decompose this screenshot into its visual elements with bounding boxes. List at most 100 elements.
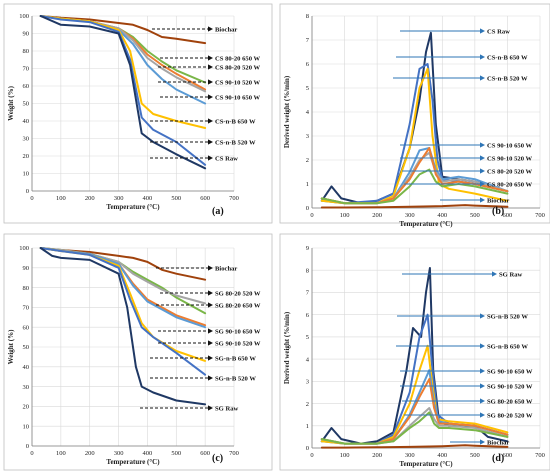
x-tick-label: 700	[229, 195, 239, 202]
callout-arrowhead	[208, 328, 213, 334]
series-line-biochar	[320, 204, 509, 209]
callout-arrowhead	[480, 181, 485, 187]
series-label-biochar: Biochar	[215, 265, 237, 272]
y-tick-label: 70	[23, 305, 30, 312]
chart-panel-1: 0 10 20 30 40 50 60 70 80 90 100 0 100 200 300 400 500 60…	[3, 3, 273, 224]
callout-arrowhead	[208, 290, 213, 296]
series-line-sg-80-20-520-w	[320, 411, 509, 445]
series-line-biochar	[320, 444, 509, 449]
callout-arrowhead	[480, 142, 485, 148]
callout-arrowhead	[208, 405, 213, 411]
callout-arrowhead	[208, 94, 213, 100]
series-line-cs-n-b-520-w	[39, 15, 207, 166]
x-tick-label: 200	[85, 450, 95, 457]
y-tick-label: 0	[26, 188, 29, 195]
callout-arrowhead	[480, 168, 485, 174]
y-axis-title: Weight (%)	[7, 329, 15, 364]
callout-arrowhead	[208, 265, 213, 271]
chart-panel-2: 0 1 2 3 4 5 6 7 8 0 100 200 300 400 500 600 700 Temperatu…	[279, 3, 550, 228]
x-tick-label: 200	[372, 452, 382, 459]
series-label-cs-90-10-650-w: CS 90-10 650 W	[487, 142, 533, 149]
x-tick-label: 500	[470, 452, 480, 459]
x-tick-label: 400	[143, 450, 153, 457]
x-tick-label: 100	[56, 195, 66, 202]
x-tick-label: 700	[229, 450, 239, 457]
x-tick-label: 400	[437, 452, 447, 459]
y-tick-label: 5	[306, 334, 309, 341]
callout-arrowhead	[208, 118, 213, 124]
x-tick-label: 600	[503, 212, 513, 219]
y-axis-title: Weight (%)	[7, 85, 15, 120]
x-axis-title: Temperature (°C)	[106, 458, 160, 466]
callout-arrowhead	[480, 75, 485, 81]
x-tick-label: 200	[85, 195, 95, 202]
x-tick-label: 100	[340, 452, 350, 459]
x-tick-label: 700	[535, 452, 545, 459]
callout-arrowhead	[492, 271, 497, 277]
x-tick-label: 600	[200, 450, 210, 457]
y-tick-label: 50	[23, 344, 30, 351]
series-label-biochar: Biochar	[487, 439, 509, 446]
series-line-cs-raw	[39, 15, 207, 170]
callout-arrowhead	[480, 398, 485, 404]
y-tick-label: 2	[306, 157, 309, 164]
y-tick-label: 0	[306, 445, 309, 452]
x-axis-title: Temperature (°C)	[399, 220, 453, 228]
y-tick-label: 10	[23, 171, 30, 178]
callout-arrowhead	[208, 139, 213, 145]
series-label-cs-raw: CS Raw	[215, 155, 238, 162]
callout-arrowhead	[208, 302, 213, 308]
callout-arrowhead	[480, 368, 485, 374]
series-label-cs-90-10-520-w: CS 90-10 520 W	[215, 79, 261, 86]
x-tick-label: 300	[405, 212, 415, 219]
x-tick-label: 0	[30, 450, 33, 457]
y-tick-label: 2	[306, 401, 309, 408]
x-tick-label: 700	[535, 212, 545, 219]
y-tick-label: 90	[23, 31, 30, 38]
y-tick-label: 80	[23, 285, 30, 292]
callout-arrowhead	[480, 439, 485, 445]
series-label-cs-80-20-650-w: CS 80-20 650 W	[487, 181, 533, 188]
callout-arrowhead	[480, 197, 485, 203]
series-line-biochar	[39, 15, 207, 45]
panel-label: (b)	[492, 206, 504, 217]
series-label-cs-n-b-650-w: CS-n-B 650 W	[215, 118, 256, 125]
series-label-cs-80-20-520-w: CS 80-20 520 W	[215, 64, 261, 71]
series-label-sg-90-10-520-w: SG 90-10 520 W	[487, 383, 533, 390]
series-label-sg-n-b-520-w: SG-n-B 520 W	[487, 313, 528, 320]
x-tick-label: 400	[143, 195, 153, 202]
callout-arrowhead	[208, 355, 213, 361]
y-tick-label: 6	[306, 312, 310, 319]
y-tick-label: 40	[23, 364, 30, 371]
y-tick-label: 5	[306, 85, 309, 92]
y-tick-label: 50	[23, 101, 30, 108]
x-axis-title: Temperature (°C)	[399, 460, 453, 468]
y-tick-label: 80	[23, 48, 30, 55]
panel-frame	[279, 233, 550, 471]
y-tick-label: 30	[23, 136, 30, 143]
x-tick-label: 600	[200, 195, 210, 202]
y-tick-label: 0	[306, 205, 309, 212]
y-tick-label: 90	[23, 265, 30, 272]
callout-arrowhead	[480, 28, 485, 34]
x-tick-label: 0	[30, 195, 33, 202]
series-line-sg-raw	[39, 247, 207, 406]
y-tick-label: 9	[306, 245, 309, 252]
callout-arrowhead	[480, 54, 485, 60]
y-axis-title: Derived weight (%/min)	[283, 311, 291, 384]
panel-label: (a)	[212, 206, 224, 217]
y-tick-label: 4	[306, 109, 310, 116]
y-tick-label: 70	[23, 66, 30, 73]
y-tick-label: 60	[23, 83, 30, 90]
y-tick-label: 100	[19, 13, 29, 20]
y-tick-label: 4	[306, 356, 310, 363]
series-label-sg-90-10-650-w: SG 90-10 650 W	[487, 368, 533, 375]
series-label-sg-raw: SG Raw	[215, 405, 239, 412]
x-tick-label: 300	[405, 452, 415, 459]
callout-arrowhead	[208, 155, 213, 161]
series-label-cs-n-b-520-w: CS-n-B 520 W	[215, 139, 256, 146]
callout-arrowhead	[480, 343, 485, 349]
y-tick-label: 10	[23, 423, 30, 430]
y-tick-label: 6	[306, 61, 310, 68]
callout-arrowhead	[208, 55, 213, 61]
